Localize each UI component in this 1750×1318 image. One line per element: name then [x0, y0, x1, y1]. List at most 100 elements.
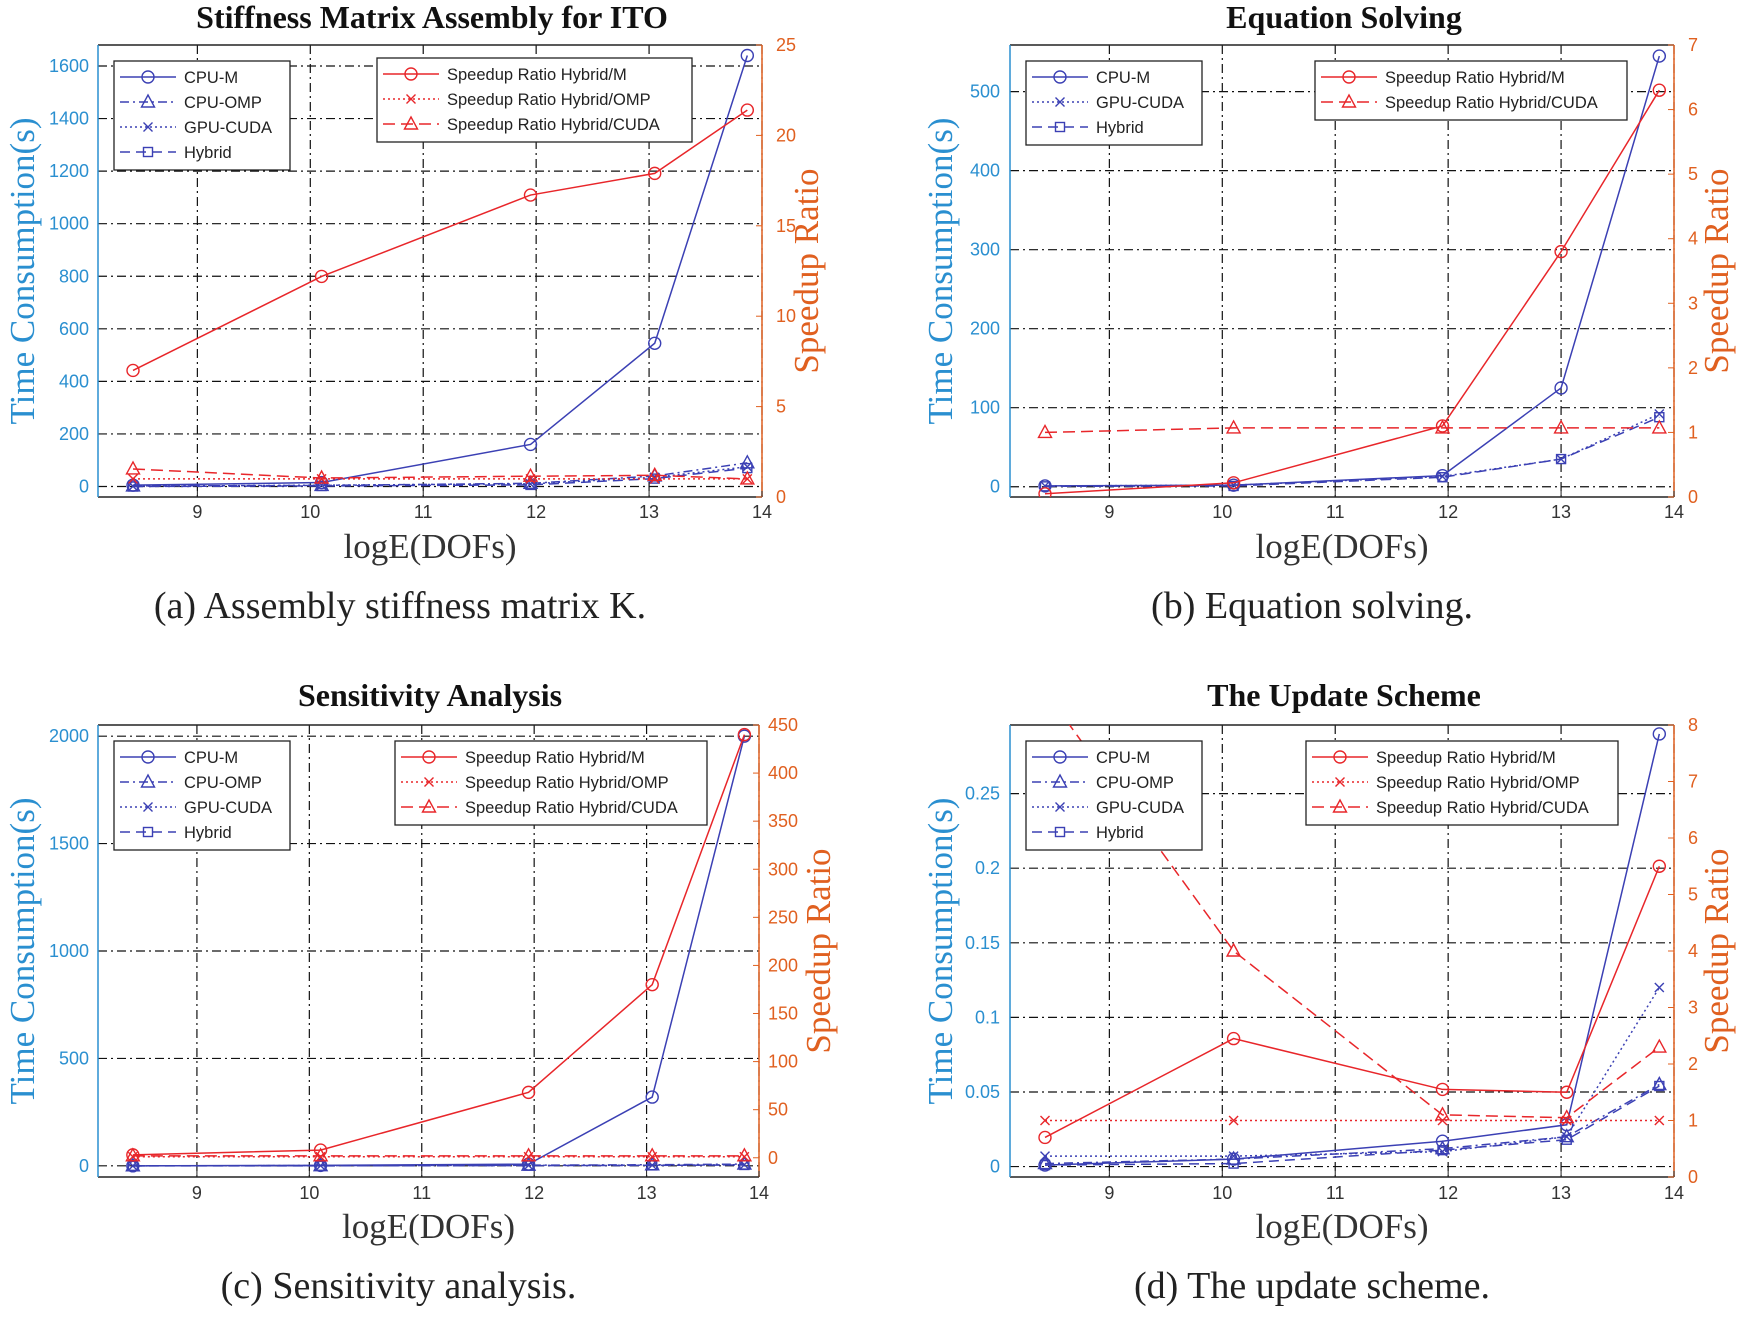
y-tick-label: 600 [59, 319, 89, 339]
y2-tick-label: 250 [768, 907, 798, 927]
legend-time: CPU-M CPU-OMP GPU-CUDA Hybrid [1025, 740, 1203, 851]
y2-tick-label: 0 [1688, 487, 1698, 507]
y-tick-label: 100 [970, 398, 1000, 418]
x-tick-label: 13 [1551, 502, 1571, 522]
legend-marker [1054, 826, 1066, 838]
y2-tick-label: 10 [776, 306, 796, 326]
data-point [645, 1090, 659, 1104]
chart-title: Equation Solving [1226, 0, 1462, 35]
legend-time: CPU-M CPU-OMP GPU-CUDA Hybrid [113, 740, 291, 851]
x-tick-label: 13 [637, 1183, 657, 1203]
data-point [1038, 1130, 1052, 1145]
y2-tick-label: 5 [1688, 164, 1698, 184]
legend-box [1305, 740, 1619, 826]
x-tick-label: 13 [639, 502, 659, 522]
y2-tick-label: 6 [1688, 100, 1698, 120]
y2-tick-label: 15 [776, 216, 796, 236]
y-tick-label: 800 [59, 266, 89, 286]
legend-marker [421, 798, 437, 813]
y-tick-label: 0.1 [975, 1007, 1000, 1027]
series-line [133, 466, 748, 487]
data-point [1037, 423, 1053, 439]
y-tick-label: 0.25 [965, 784, 1000, 804]
x-tick-label: 9 [192, 1183, 202, 1203]
data-point [647, 466, 663, 482]
data-point [737, 727, 752, 742]
legend-speedup: Speedup Ratio Hybrid/M Speedup Ratio Hybr… [1314, 60, 1628, 121]
data-point [1437, 1144, 1448, 1156]
x-tick-label: 11 [414, 502, 433, 522]
y2-axis-label: Speedup Ratio [787, 168, 826, 373]
legend-speedup: Speedup Ratio Hybrid/M Speedup Ratio Hybr… [376, 57, 693, 143]
x-tick-label: 14 [1664, 1183, 1684, 1203]
series-line [133, 467, 748, 488]
x-tick-label: 10 [299, 1183, 319, 1203]
y-tick-label: 0.15 [965, 933, 1000, 953]
data-point [125, 460, 141, 475]
data-point [314, 269, 329, 284]
legend-label: Speedup Ratio Hybrid/M [447, 66, 627, 84]
data-point [1434, 419, 1451, 434]
data-point [739, 1159, 750, 1170]
y-tick-label: 200 [59, 424, 89, 444]
series-line [1044, 865, 1661, 1139]
chart-caption: (c) Sensitivity analysis. [221, 1265, 577, 1307]
x-tick-label: 12 [526, 502, 546, 522]
legend-marker [1054, 121, 1066, 133]
data-point [525, 479, 536, 491]
data-point [1651, 419, 1667, 434]
y-axis-label: Time Consumption(s) [921, 118, 960, 425]
chart-caption: (b) Equation solving. [1151, 585, 1473, 627]
legend-label: Speedup Ratio Hybrid/M [1376, 749, 1556, 767]
data-point [1435, 1134, 1450, 1148]
y2-tick-label: 7 [1688, 772, 1698, 792]
legend-label: Speedup Ratio Hybrid/OMP [447, 91, 651, 109]
y2-tick-label: 100 [768, 1052, 798, 1072]
legend-label: Hybrid [1096, 824, 1144, 842]
y2-tick-label: 4 [1688, 229, 1698, 249]
y-tick-label: 200 [970, 319, 1000, 339]
y-tick-label: 500 [59, 1048, 89, 1068]
y-tick-label: 2000 [49, 726, 89, 746]
series-line [132, 734, 746, 1156]
data-point [313, 469, 330, 484]
y2-tick-label: 1 [1688, 422, 1698, 442]
data-point [316, 480, 327, 492]
legend-marker [406, 94, 416, 104]
series-line [132, 55, 749, 486]
data-point [312, 1147, 329, 1162]
legend-label: Hybrid [184, 824, 232, 842]
series-line [133, 462, 748, 487]
chart-panel: Stiffness Matrix Assembly for ITO 9 10 11 12… [3, 0, 826, 627]
plot-area [125, 727, 753, 1173]
series-line [1044, 427, 1660, 434]
data-point [126, 363, 140, 378]
data-point [1555, 453, 1567, 465]
legend-marker [140, 773, 156, 788]
legend-label: GPU-CUDA [184, 799, 272, 817]
y2-tick-label: 0 [768, 1148, 778, 1168]
legend-marker [1333, 750, 1347, 764]
y2-tick-label: 5 [776, 397, 786, 417]
y2-tick-label: 2 [1688, 1054, 1698, 1074]
legend-marker [1342, 70, 1356, 84]
data-point [1225, 419, 1242, 434]
x-tick-label: 10 [1212, 502, 1232, 522]
legend-label: GPU-CUDA [184, 119, 272, 137]
data-point [1228, 1158, 1239, 1169]
data-point [740, 48, 755, 63]
y2-tick-label: 3 [1688, 998, 1698, 1018]
legend-marker [1052, 773, 1068, 788]
legend-label: CPU-M [184, 749, 238, 767]
legend-marker [1341, 93, 1357, 108]
legend-label: CPU-OMP [1096, 774, 1174, 792]
x-tick-label: 14 [752, 502, 772, 522]
legend-marker [142, 146, 154, 158]
legend-marker [143, 122, 153, 132]
y2-tick-label: 50 [768, 1100, 788, 1120]
legend-marker [422, 750, 436, 764]
legend-marker [142, 826, 154, 838]
y-tick-label: 1500 [49, 834, 89, 854]
